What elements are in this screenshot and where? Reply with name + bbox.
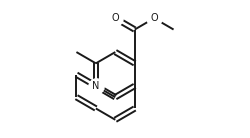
Text: N: N (92, 81, 100, 91)
Text: O: O (150, 13, 158, 23)
Text: O: O (112, 13, 119, 23)
